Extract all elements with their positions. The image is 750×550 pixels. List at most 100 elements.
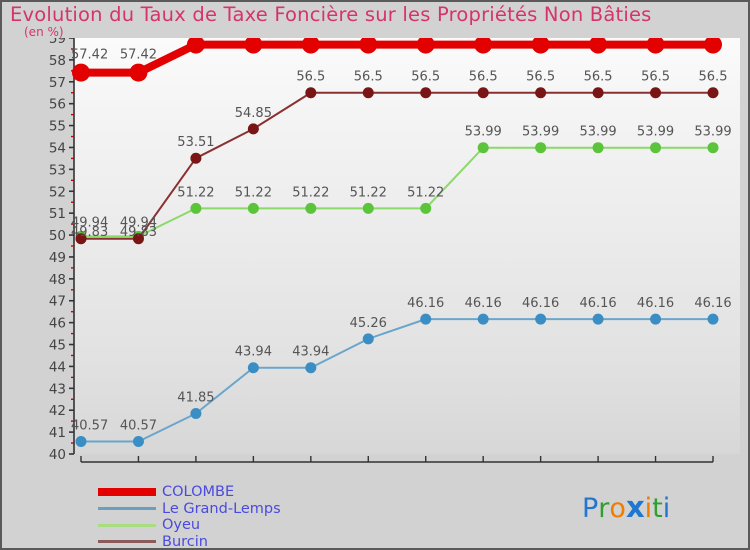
data-point[interactable] <box>247 202 259 214</box>
data-point[interactable] <box>244 38 263 54</box>
data-label: 41.85 <box>177 390 214 405</box>
data-point[interactable] <box>592 313 604 325</box>
data-point[interactable] <box>650 87 662 99</box>
data-point[interactable] <box>474 38 493 54</box>
data-point[interactable] <box>704 38 722 54</box>
data-point[interactable] <box>707 87 719 99</box>
data-label: 40.57 <box>120 419 157 434</box>
y-tick-label: 44 <box>49 359 66 375</box>
legend-swatch <box>98 507 156 511</box>
data-point[interactable] <box>129 63 148 82</box>
data-label: 56.5 <box>584 70 613 85</box>
y-axis: 40 41 42 43 44 45 46 47 48 49 50 51 52 53 54 55 56 57 58 59 <box>49 38 75 463</box>
y-tick-label: 59 <box>49 38 66 47</box>
legend-label: Oyeu <box>162 517 201 533</box>
data-point[interactable] <box>190 152 202 164</box>
data-point[interactable] <box>301 38 320 54</box>
data-point[interactable] <box>650 142 662 154</box>
data-point[interactable] <box>420 87 432 99</box>
data-label: 51.22 <box>235 185 272 200</box>
data-label: 54.85 <box>235 106 272 121</box>
legend-label: Burcin <box>162 533 208 550</box>
data-point[interactable] <box>247 362 259 374</box>
logo-letter: x <box>625 490 645 524</box>
data-label: 56.5 <box>469 70 498 85</box>
data-point[interactable] <box>535 313 547 325</box>
data-label: 57.42 <box>120 48 157 63</box>
y-tick-label: 57 <box>49 75 66 91</box>
data-point[interactable] <box>72 63 90 82</box>
data-point[interactable] <box>359 38 378 54</box>
data-point[interactable] <box>75 436 87 448</box>
x-axis: 2000200120022003200420052006200720082009… <box>80 456 714 463</box>
data-point[interactable] <box>707 313 719 325</box>
y-tick-label: 58 <box>49 53 66 69</box>
data-point[interactable] <box>190 202 202 214</box>
logo-letter: o <box>609 493 626 524</box>
data-label: 51.22 <box>177 185 214 200</box>
data-label: 56.5 <box>296 70 325 85</box>
legend-item-colombe[interactable]: COLOMBE <box>98 484 428 501</box>
data-point[interactable] <box>132 233 144 245</box>
data-point[interactable] <box>420 202 432 214</box>
data-point[interactable] <box>535 87 547 99</box>
y-tick-label: 41 <box>49 425 66 441</box>
data-point[interactable] <box>589 38 608 54</box>
data-label: 56.5 <box>411 70 440 85</box>
data-label: 51.22 <box>350 185 387 200</box>
data-label: 53.99 <box>465 125 502 140</box>
legend-label: COLOMBE <box>162 484 235 500</box>
data-point[interactable] <box>477 142 489 154</box>
y-tick-label: 50 <box>49 228 66 244</box>
data-label: 56.5 <box>699 70 728 85</box>
data-point[interactable] <box>362 87 374 99</box>
data-point[interactable] <box>707 142 719 154</box>
data-label: 46.16 <box>522 296 559 311</box>
chart-subtitle: (en %) <box>24 25 64 40</box>
data-label: 46.16 <box>694 296 731 311</box>
data-point[interactable] <box>186 38 205 54</box>
data-point[interactable] <box>305 87 317 99</box>
proxiti-logo[interactable]: Proxiti <box>582 490 670 524</box>
y-tick-label: 43 <box>49 381 66 397</box>
data-label: 43.94 <box>292 345 329 360</box>
data-point[interactable] <box>132 436 144 448</box>
y-tick-label: 47 <box>49 294 66 310</box>
data-point[interactable] <box>477 313 489 325</box>
data-point[interactable] <box>650 313 662 325</box>
data-point[interactable] <box>477 87 489 99</box>
data-point[interactable] <box>75 233 87 245</box>
data-point[interactable] <box>362 333 374 345</box>
data-point[interactable] <box>362 202 374 214</box>
logo-letter: i <box>662 493 671 524</box>
data-point[interactable] <box>305 362 317 374</box>
data-label: 56.5 <box>354 70 383 85</box>
y-tick-label: 55 <box>49 119 66 135</box>
data-label: 49.94 <box>71 215 108 230</box>
title-block: Evolution du Taux de Taxe Foncière sur l… <box>10 4 740 40</box>
data-point[interactable] <box>247 123 259 135</box>
legend-item-burcin[interactable]: Burcin <box>98 533 428 550</box>
data-point[interactable] <box>305 202 317 214</box>
series-layer <box>72 38 722 448</box>
data-label: 56.5 <box>526 70 555 85</box>
data-label: 43.94 <box>235 345 272 360</box>
data-label: 53.99 <box>522 125 559 140</box>
legend-item-oyeu[interactable]: Oyeu <box>98 517 428 534</box>
legend-label: Le Grand-Lemps <box>162 500 281 517</box>
y-tick-label: 40 <box>49 447 66 463</box>
data-point[interactable] <box>592 87 604 99</box>
data-point[interactable] <box>535 142 547 154</box>
data-point[interactable] <box>531 38 550 54</box>
data-label: 51.22 <box>407 185 444 200</box>
plot-background <box>74 38 740 454</box>
data-point[interactable] <box>416 38 435 54</box>
data-point[interactable] <box>646 38 665 54</box>
data-point[interactable] <box>190 407 202 419</box>
data-point[interactable] <box>592 142 604 154</box>
legend-item-le-grand-lemps[interactable]: Le Grand-Lemps <box>98 501 428 518</box>
data-label: 45.26 <box>350 316 387 331</box>
data-point[interactable] <box>420 313 432 325</box>
data-label: 56.5 <box>641 70 670 85</box>
